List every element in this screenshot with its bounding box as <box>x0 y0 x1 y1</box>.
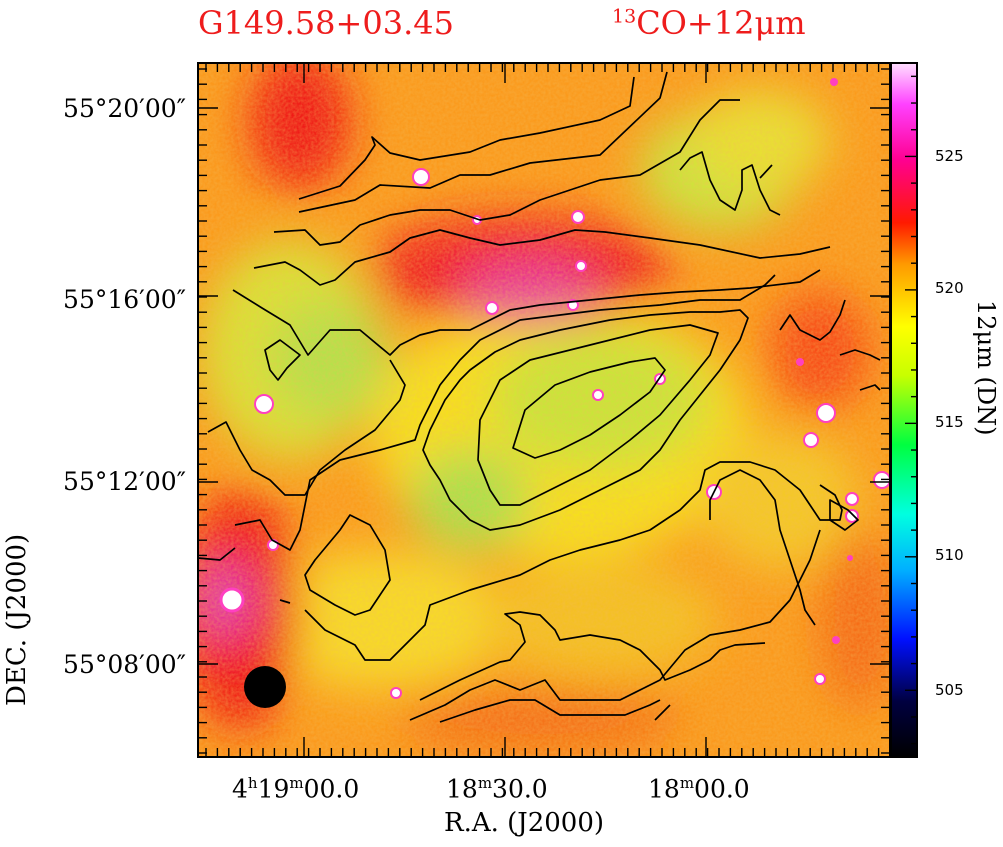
colorbar-tick-label: 525 <box>935 147 964 165</box>
point-sources <box>219 78 890 699</box>
beam-marker <box>244 666 286 708</box>
x-tick-label: 18m00.0 <box>648 774 750 804</box>
y-tick-label: 55°20′00″ <box>63 94 186 123</box>
y-tick-label: 55°16′00″ <box>63 285 186 314</box>
y-tick-label: 55°12′00″ <box>63 467 186 496</box>
map-frame <box>197 62 891 758</box>
x-tick-label: 4h19m00.0 <box>232 774 360 804</box>
x-axis-label: R.A. (J2000) <box>444 808 605 838</box>
colorbar-tick-label: 515 <box>935 413 964 431</box>
heatmap-image <box>198 63 890 757</box>
colorbar-tick-label: 505 <box>935 681 964 699</box>
colorbar-tick-label: 520 <box>935 279 964 297</box>
subtitle-superscript: 13 <box>612 5 637 28</box>
subtitle-main: CO+12μm <box>636 4 806 42</box>
colorbar <box>890 62 918 758</box>
y-tick-label: 55°08′00″ <box>63 650 186 679</box>
contours <box>198 71 881 723</box>
chart-subtitle: 13CO+12μm <box>612 4 806 42</box>
x-tick-label: 18m30.0 <box>446 774 548 804</box>
colorbar-label: 12μm (DN) <box>972 300 1000 436</box>
colorbar-tick-label: 510 <box>935 546 964 564</box>
y-axis-label: DEC. (J2000) <box>2 533 32 706</box>
chart-title: G149.58+03.45 <box>198 4 454 42</box>
